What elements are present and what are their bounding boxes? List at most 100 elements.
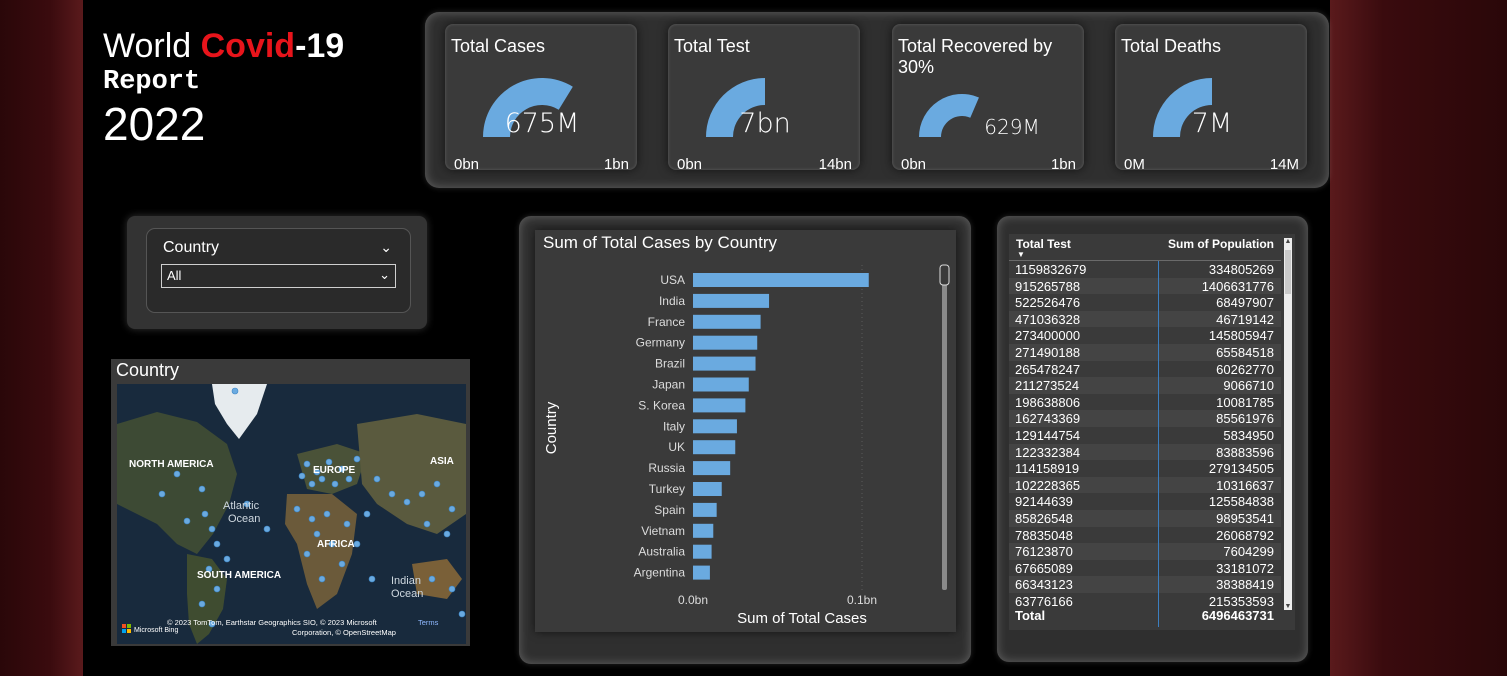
bar[interactable] <box>693 461 731 476</box>
table-row[interactable]: 129144754 5834950 <box>1009 426 1281 444</box>
bar[interactable] <box>693 293 770 308</box>
bar[interactable] <box>693 419 737 434</box>
bar-chart[interactable]: USA India France Germany Brazil Japan S. Korea… <box>535 230 956 632</box>
table-row[interactable]: 522526476 68497907 <box>1009 294 1281 311</box>
kpi-title: Total Deaths <box>1121 36 1222 56</box>
world-map[interactable]: NORTH AMERICA EUROPE ASIA AFRICA SOUTH A… <box>117 384 466 644</box>
header-sum-population[interactable]: Sum of Population <box>1168 237 1274 251</box>
bar[interactable] <box>693 482 722 496</box>
table-row[interactable]: 67665089 33181072 <box>1009 559 1281 577</box>
table-row[interactable]: 76123870 7604299 <box>1009 543 1281 560</box>
table-row[interactable]: 198638806 10081785 <box>1009 393 1281 411</box>
kpi-title: Total Recovered by 30% <box>898 36 1053 77</box>
cell-total-test: 67665089 <box>1015 560 1073 576</box>
country-dropdown[interactable]: All ⌄ <box>161 264 396 288</box>
bar[interactable] <box>693 544 712 559</box>
table-row[interactable]: 162743369 85561976 <box>1009 410 1281 427</box>
table-total-row: Total 6496463731 <box>1009 606 1281 624</box>
kpi-card-total-recovered[interactable]: Total Recovered by 30% 629M 0bn 1bn <box>892 24 1084 173</box>
table-row[interactable]: 273400000 145805947 <box>1009 327 1281 344</box>
table-row[interactable]: 1159832679 334805269 <box>1009 261 1281 278</box>
kpi-card-total-deaths[interactable]: Total Deaths 7M 0M 14M <box>1115 24 1307 173</box>
cell-total-test: 211273524 <box>1015 378 1080 394</box>
kpi-card-total-cases[interactable]: Total Cases 675M 0bn 1bn <box>445 24 637 173</box>
bing-text: Microsoft Bing <box>134 627 178 634</box>
bar[interactable] <box>693 314 761 329</box>
table-row[interactable]: 102228365 10316637 <box>1009 476 1281 494</box>
table-row[interactable]: 265478247 60262770 <box>1009 360 1281 378</box>
cell-total-test: 114158919 <box>1015 461 1080 477</box>
country-slicer[interactable]: Country ⌄ All ⌄ <box>146 228 411 313</box>
category-label: Japan <box>652 378 685 392</box>
scroll-thumb[interactable] <box>1285 250 1291 294</box>
gauge: 629M <box>919 94 1040 139</box>
category-label: India <box>659 294 685 308</box>
table-row[interactable]: 471036328 46719142 <box>1009 310 1281 328</box>
data-table[interactable]: Total Test ▼ Sum of Population 115983267… <box>1009 234 1295 630</box>
cell-population: 1406631776 <box>1201 278 1274 294</box>
table-header: Total Test ▼ Sum of Population <box>1009 234 1281 261</box>
table-row[interactable]: 66343123 38388419 <box>1009 576 1281 593</box>
kpi-card-total-test[interactable]: Total Test 7bn 0bn 14bn <box>668 24 860 173</box>
cell-population: 279134505 <box>1208 461 1274 477</box>
chart-scrollbar[interactable] <box>942 266 947 590</box>
dropdown-chevron-icon[interactable]: ⌄ <box>379 267 390 282</box>
kpi-value: 675M <box>505 108 580 139</box>
cell-population: 10316637 <box>1216 477 1274 493</box>
chevron-down-icon[interactable]: ⌄ <box>380 239 392 255</box>
table-row[interactable]: 92144639 125584838 <box>1009 493 1281 510</box>
category-label: Russia <box>648 461 685 475</box>
title-covid: Covid <box>200 27 296 65</box>
table-scrollbar[interactable]: ▲ ▼ <box>1284 238 1292 610</box>
scroll-up-icon[interactable]: ▲ <box>1284 238 1292 245</box>
gauge-fill <box>1153 78 1212 137</box>
bar[interactable] <box>693 440 736 455</box>
total-value: 6496463731 <box>1201 608 1274 623</box>
cell-total-test: 265478247 <box>1015 361 1081 377</box>
table-row[interactable]: 211273524 9066710 <box>1009 377 1281 394</box>
scroll-down-icon[interactable]: ▼ <box>1284 603 1292 610</box>
label-south-america: SOUTH AMERICA <box>197 570 281 581</box>
table-row[interactable]: 78835048 26068792 <box>1009 526 1281 544</box>
table-row[interactable]: 63776166 215353593 <box>1009 592 1281 610</box>
category-label: France <box>648 315 686 329</box>
header-total-test[interactable]: Total Test <box>1016 237 1071 251</box>
kpi-min: 0bn <box>454 156 480 173</box>
x-tick-label: 0.1bn <box>847 593 877 607</box>
left-backdrop <box>0 0 83 676</box>
bar[interactable] <box>693 502 717 517</box>
category-label: Italy <box>663 419 685 433</box>
table-row[interactable]: 85826548 98953541 <box>1009 509 1281 527</box>
bar-chart-panel: Sum of Total Cases by Country USA India Fr… <box>519 216 971 664</box>
x-axis-label: Sum of Total Cases <box>737 610 867 627</box>
kpi-value: 7M <box>1192 108 1232 139</box>
label-asia: ASIA <box>430 456 454 467</box>
land-greenland <box>212 384 267 439</box>
cell-total-test: 273400000 <box>1015 328 1081 344</box>
bar-chart-card[interactable]: Sum of Total Cases by Country USA India Fr… <box>535 230 956 632</box>
bar[interactable] <box>693 273 869 287</box>
cell-total-test: 198638806 <box>1015 394 1081 410</box>
table-row[interactable]: 114158919 279134505 <box>1009 460 1281 477</box>
label-north-america: NORTH AMERICA <box>129 459 214 470</box>
table-row[interactable]: 915265788 1406631776 <box>1009 277 1281 295</box>
table-row[interactable]: 271490188 65584518 <box>1009 343 1281 361</box>
table-row[interactable]: 122332384 83883596 <box>1009 443 1281 461</box>
dropdown-value: All <box>167 268 182 283</box>
sort-desc-icon[interactable]: ▼ <box>1017 250 1025 259</box>
chart-scroll-thumb[interactable] <box>939 264 950 286</box>
country-map-card[interactable]: Country <box>111 359 470 646</box>
bar[interactable] <box>693 356 756 371</box>
cell-population: 125584838 <box>1208 494 1274 510</box>
bar[interactable] <box>693 523 714 538</box>
bar[interactable] <box>693 377 749 392</box>
bar[interactable] <box>693 398 746 413</box>
land-africa <box>285 494 357 609</box>
bar[interactable] <box>693 335 758 350</box>
label-atlantic-ocean: Ocean <box>228 513 260 525</box>
map-terms-link[interactable]: Terms <box>418 618 439 627</box>
category-label: S. Korea <box>638 398 685 412</box>
category-label: Germany <box>636 336 685 350</box>
gauge: 7bn <box>706 78 791 139</box>
bar[interactable] <box>693 565 710 580</box>
